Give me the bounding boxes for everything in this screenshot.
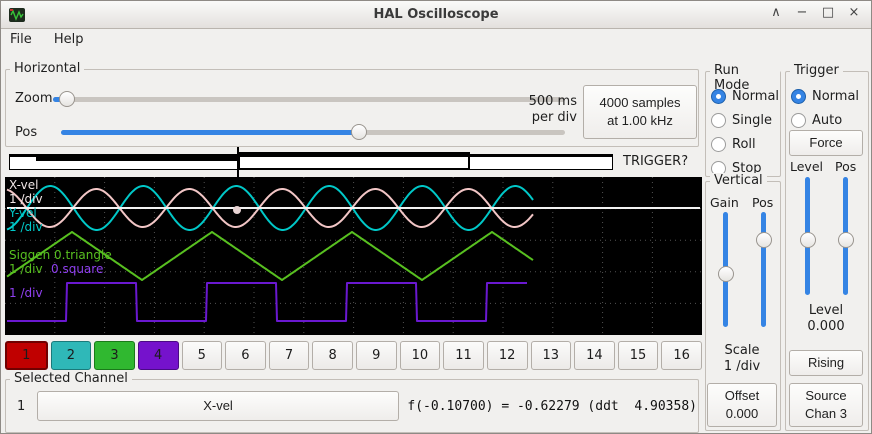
run-mode-option-roll[interactable]: Roll	[711, 136, 756, 152]
vertical-pos-label: Pos	[752, 195, 774, 210]
vertical-scale-value: 1 /div	[723, 359, 761, 374]
trigger-level-slider-handle[interactable]	[800, 232, 816, 248]
radio-icon	[711, 88, 726, 104]
trigger-level-caption: Level	[808, 303, 844, 318]
window-title: HAL Oscilloscope	[373, 7, 499, 22]
menu-help[interactable]: Help	[53, 32, 84, 47]
zoom-slider-track[interactable]	[53, 97, 565, 102]
vertical-gain-label: Gain	[710, 195, 739, 210]
run-mode-group: Run Mode	[705, 63, 781, 177]
trigger-option-normal[interactable]: Normal	[791, 88, 859, 104]
channel-button-2[interactable]: 2	[50, 341, 92, 370]
offset-line1: Offset	[724, 388, 760, 403]
trigger-option-auto[interactable]: Auto	[791, 112, 842, 128]
vertical-group-title: Vertical	[710, 173, 767, 188]
menu-file[interactable]: File	[10, 32, 32, 47]
shade-icon[interactable]: ∧	[771, 5, 781, 20]
channel-button-10[interactable]: 10	[399, 341, 441, 370]
radio-label: Roll	[732, 136, 756, 152]
trigger-level-label: Level	[790, 159, 823, 174]
force-button[interactable]: Force	[789, 130, 863, 156]
per-div-readout: 500 ms per div	[501, 94, 577, 126]
selected-channel-number: 1	[17, 399, 26, 414]
source-line1: Source	[805, 388, 847, 403]
trigger-edge-button[interactable]: Rising	[789, 350, 863, 376]
pos-slider-fill	[61, 130, 359, 135]
run-mode-option-normal[interactable]: Normal	[711, 88, 779, 104]
radio-label: Single	[732, 112, 772, 128]
per-div-unit: per div	[531, 110, 577, 125]
record-filled-segment	[36, 154, 238, 161]
selected-channel-name-button[interactable]: X-vel	[37, 391, 399, 421]
run-mode-group-title: Run Mode	[710, 63, 780, 93]
radio-label: Normal	[732, 88, 780, 104]
per-div-value: 500 ms	[528, 94, 577, 109]
pos-label: Pos	[15, 125, 38, 140]
radio-icon	[791, 112, 806, 128]
channel-button-8[interactable]: 8	[312, 341, 353, 370]
channel-button-16[interactable]: 16	[661, 341, 702, 370]
channel-button-5[interactable]: 5	[181, 341, 223, 370]
trigger-pos-slider-handle[interactable]	[838, 232, 854, 248]
trigger-group-title: Trigger	[790, 63, 843, 78]
channel-button-9[interactable]: 9	[356, 341, 397, 370]
pos-slider-handle[interactable]	[351, 124, 367, 140]
radio-label: Stop	[732, 160, 762, 176]
vertical-scale-caption: Scale	[724, 343, 760, 358]
channel-button-15[interactable]: 15	[617, 341, 659, 370]
samples-line2: at 1.00 kHz	[607, 113, 673, 128]
horizontal-group: Horizontal	[5, 61, 699, 147]
window-controls: ∧ − □ ×	[769, 5, 861, 20]
maximize-icon[interactable]: □	[821, 5, 835, 20]
radio-icon	[791, 88, 806, 104]
minimize-icon[interactable]: −	[796, 5, 808, 20]
horizontal-group-title: Horizontal	[10, 61, 85, 76]
menubar: File Help	[1, 29, 871, 53]
channel-button-14[interactable]: 14	[574, 341, 615, 370]
radio-icon	[711, 112, 726, 128]
vertical-pos-slider-track[interactable]	[761, 212, 766, 327]
scope-display[interactable]	[5, 177, 702, 335]
channel-button-4[interactable]: 4	[137, 341, 179, 370]
vertical-group: Vertical	[705, 173, 781, 431]
channel-buttons: 1 2 3 4 5 6 7 8 9 10 11 12 13 14 15 16	[5, 341, 702, 370]
offset-line2: 0.000	[725, 406, 759, 421]
scope-svg	[5, 177, 702, 335]
channel-formula-readout: f(-0.10700) = -0.62279 (ddt 4.90358)	[407, 399, 697, 414]
trigger-query-label: TRIGGER?	[623, 154, 689, 169]
trigger-level-value: 0.000	[807, 319, 845, 334]
radio-label: Normal	[812, 88, 860, 104]
app-icon	[9, 8, 25, 22]
vertical-offset-button[interactable]: Offset 0.000	[707, 383, 777, 427]
vertical-gain-slider-handle[interactable]	[718, 266, 734, 282]
samples-line1: 4000 samples	[599, 95, 681, 110]
channel-button-6[interactable]: 6	[225, 341, 266, 370]
channel-button-13[interactable]: 13	[530, 341, 572, 370]
run-mode-option-single[interactable]: Single	[711, 112, 772, 128]
vertical-pos-slider-handle[interactable]	[756, 232, 772, 248]
radio-icon	[711, 136, 726, 152]
channel-button-12[interactable]: 12	[486, 341, 528, 370]
zoom-slider-handle[interactable]	[59, 91, 75, 107]
zoom-label: Zoom	[15, 91, 53, 106]
trigger-group: Trigger	[785, 63, 869, 431]
channel-button-3[interactable]: 3	[94, 341, 135, 370]
source-line2: Chan 3	[805, 406, 847, 421]
selected-channel-group: Selected Channel	[5, 371, 699, 433]
titlebar[interactable]: HAL Oscilloscope ∧ − □ ×	[1, 1, 871, 29]
channel-button-1[interactable]: 1	[5, 341, 48, 370]
channel-button-11[interactable]: 11	[443, 341, 484, 370]
trigger-pos-label: Pos	[835, 159, 857, 174]
radio-label: Auto	[812, 112, 843, 128]
close-icon[interactable]: ×	[848, 5, 860, 20]
samples-button[interactable]: 4000 samples at 1.00 kHz	[583, 85, 697, 139]
trigger-source-button[interactable]: Source Chan 3	[789, 383, 863, 427]
visible-window-rect[interactable]	[238, 152, 470, 170]
channel-button-7[interactable]: 7	[268, 341, 310, 370]
selected-channel-title: Selected Channel	[10, 371, 132, 386]
